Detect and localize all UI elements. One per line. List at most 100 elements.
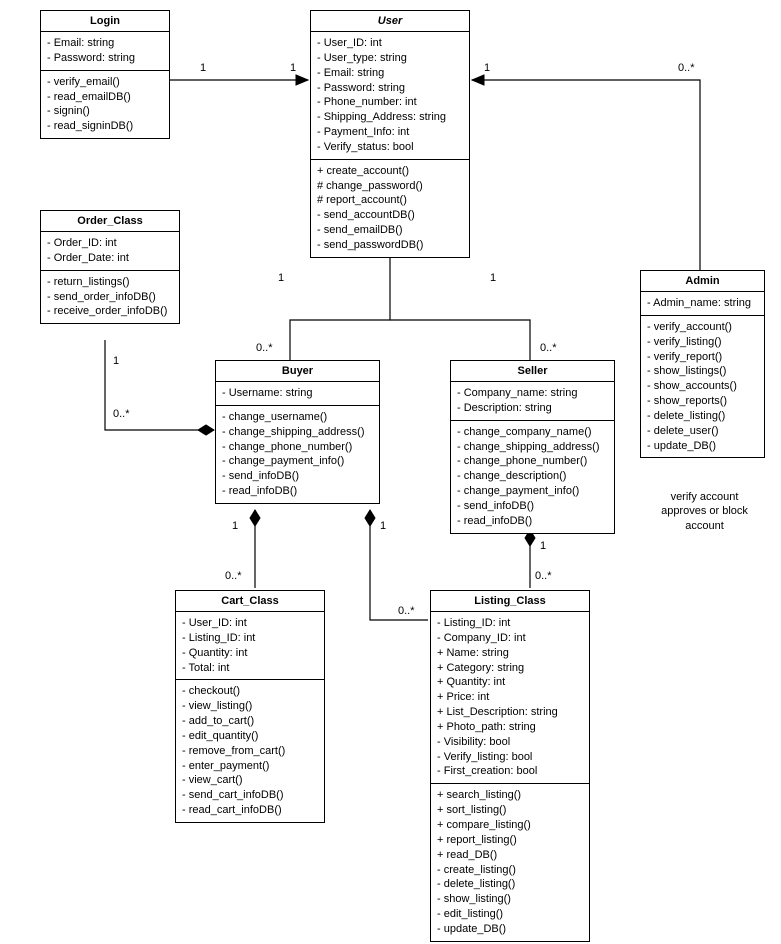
operation-row: - update_DB() — [437, 922, 583, 937]
attribute-row: - Order_Date: int — [47, 251, 173, 266]
attributes-section: - Company_name: string- Description: str… — [451, 382, 614, 421]
operation-row: + create_account() — [317, 164, 463, 179]
operation-row: - delete_listing() — [647, 409, 758, 424]
operation-row: - send_passwordDB() — [317, 238, 463, 253]
operation-row: - change_shipping_address() — [222, 425, 373, 440]
mult-user-seller-top: 1 — [490, 272, 496, 284]
operation-row: - change_username() — [222, 410, 373, 425]
attribute-row: - Password: string — [317, 81, 463, 96]
operation-row: - verify_listing() — [647, 335, 758, 350]
attribute-row: - Quantity: int — [182, 646, 318, 661]
operation-row: - delete_listing() — [437, 877, 583, 892]
mult-user-buyer-top: 1 — [278, 272, 284, 284]
operation-row: - verify_account() — [647, 320, 758, 335]
operation-row: - delete_user() — [647, 424, 758, 439]
class-name: Listing_Class — [431, 591, 589, 612]
attribute-row: - Email: string — [47, 36, 163, 51]
attributes-section: - Admin_name: string — [641, 292, 764, 316]
attributes-section: - Username: string — [216, 382, 379, 406]
operations-section: - change_username()- change_shipping_add… — [216, 406, 379, 503]
class-cart: Cart_Class- User_ID: int- Listing_ID: in… — [175, 590, 325, 823]
attribute-row: - Order_ID: int — [47, 236, 173, 251]
attribute-row: - Shipping_Address: string — [317, 110, 463, 125]
operation-row: - read_signinDB() — [47, 119, 163, 134]
attribute-row: - Visibility: bool — [437, 735, 583, 750]
operation-row: - enter_payment() — [182, 759, 318, 774]
operation-row: + read_DB() — [437, 848, 583, 863]
operation-row: - send_infoDB() — [457, 499, 608, 514]
attributes-section: - Order_ID: int- Order_Date: int — [41, 232, 179, 271]
mult-user-admin-right: 0..* — [678, 62, 695, 74]
operation-row: - read_cart_infoDB() — [182, 803, 318, 818]
operation-row: - receive_order_infoDB() — [47, 304, 173, 319]
mult-buyer-listing-top: 1 — [380, 520, 386, 532]
attribute-row: - User_type: string — [317, 51, 463, 66]
operation-row: - send_emailDB() — [317, 223, 463, 238]
note-line2: approves or block — [647, 504, 762, 518]
note-line1: verify account — [647, 490, 762, 504]
operation-row: - edit_quantity() — [182, 729, 318, 744]
class-login: Login - Email: string- Password: string - … — [40, 10, 170, 139]
operation-row: - change_company_name() — [457, 425, 608, 440]
operation-row: - return_listings() — [47, 275, 173, 290]
attribute-row: - Total: int — [182, 661, 318, 676]
operation-row: - verify_email() — [47, 75, 163, 90]
attribute-row: - Verify_listing: bool — [437, 750, 583, 765]
operation-row: - show_listing() — [437, 892, 583, 907]
mult-order-buyer-top: 1 — [113, 355, 119, 367]
class-name: Seller — [451, 361, 614, 382]
operations-section: - checkout()- view_listing()- add_to_car… — [176, 680, 324, 822]
operation-row: - send_order_infoDB() — [47, 290, 173, 305]
operation-row: - signin() — [47, 104, 163, 119]
operation-row: - change_payment_info() — [457, 484, 608, 499]
operation-row: # change_password() — [317, 179, 463, 194]
operation-row: - read_emailDB() — [47, 90, 163, 105]
attribute-row: + Name: string — [437, 646, 583, 661]
class-listing: Listing_Class- Listing_ID: int- Company_… — [430, 590, 590, 942]
mult-seller-listing-bottom: 0..* — [535, 570, 552, 582]
attribute-row: - Username: string — [222, 386, 373, 401]
operations-section: + search_listing()+ sort_listing()+ comp… — [431, 784, 589, 940]
mult-buyer-listing-bottom: 0..* — [398, 605, 415, 617]
operation-row: - remove_from_cart() — [182, 744, 318, 759]
attribute-row: - Password: string — [47, 51, 163, 66]
attributes-section: - User_ID: int- Listing_ID: int- Quantit… — [176, 612, 324, 680]
attributes-section: - User_ID: int- User_type: string- Email… — [311, 32, 469, 160]
attribute-row: - User_ID: int — [317, 36, 463, 51]
operation-row: - update_DB() — [647, 439, 758, 454]
operation-row: - create_listing() — [437, 863, 583, 878]
mult-login-user-right: 1 — [290, 62, 296, 74]
operation-row: - read_infoDB() — [457, 514, 608, 529]
attribute-row: - Admin_name: string — [647, 296, 758, 311]
operation-row: + sort_listing() — [437, 803, 583, 818]
class-name: Order_Class — [41, 211, 179, 232]
operation-row: # report_account() — [317, 193, 463, 208]
class-name: Cart_Class — [176, 591, 324, 612]
mult-seller-listing-top: 1 — [540, 540, 546, 552]
attributes-section: - Listing_ID: int- Company_ID: int+ Name… — [431, 612, 589, 784]
operation-row: + report_listing() — [437, 833, 583, 848]
operation-row: + compare_listing() — [437, 818, 583, 833]
class-name: Admin — [641, 271, 764, 292]
operation-row: - read_infoDB() — [222, 484, 373, 499]
class-buyer: Buyer- Username: string- change_username… — [215, 360, 380, 504]
class-name: Login — [41, 11, 169, 32]
attribute-row: - Description: string — [457, 401, 608, 416]
class-name: User — [311, 11, 469, 32]
operation-row: - change_shipping_address() — [457, 440, 608, 455]
attribute-row: + Photo_path: string — [437, 720, 583, 735]
attribute-row: - First_creation: bool — [437, 764, 583, 779]
note-line3: account — [647, 519, 762, 533]
operation-row: - view_cart() — [182, 773, 318, 788]
operation-row: - show_accounts() — [647, 379, 758, 394]
operation-row: - add_to_cart() — [182, 714, 318, 729]
operation-row: - show_reports() — [647, 394, 758, 409]
mult-user-seller-bottom: 0..* — [540, 342, 557, 354]
attribute-row: - Listing_ID: int — [437, 616, 583, 631]
operation-row: - send_cart_infoDB() — [182, 788, 318, 803]
operation-row: - send_infoDB() — [222, 469, 373, 484]
mult-order-buyer-bottom: 0..* — [113, 408, 130, 420]
operation-row: - verify_report() — [647, 350, 758, 365]
operations-section: - verify_account()- verify_listing()- ve… — [641, 316, 764, 458]
operation-row: - checkout() — [182, 684, 318, 699]
